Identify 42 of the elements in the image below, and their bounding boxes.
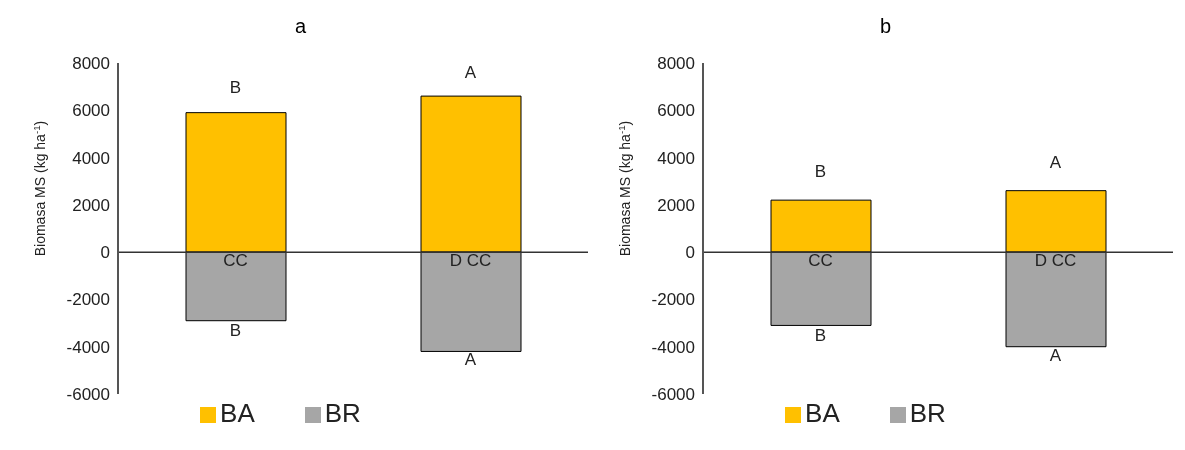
x-tick-label: D CC	[1034, 250, 1077, 270]
annotation: B	[814, 325, 827, 346]
y-tick-label: 2000	[72, 195, 110, 215]
bar	[420, 95, 522, 253]
annotation: B	[814, 161, 827, 182]
y-tick-label: -2000	[651, 290, 695, 310]
y-tick-label: 0	[100, 243, 110, 263]
bar	[420, 251, 522, 352]
bar	[185, 112, 287, 253]
x-tick-label: D CC	[449, 250, 492, 270]
annotation: A	[464, 62, 477, 83]
y-tick-label: 8000	[657, 54, 695, 74]
bar	[185, 251, 287, 322]
y-tick-label: 2000	[657, 195, 695, 215]
bar	[1005, 251, 1107, 348]
y-tick-label: -2000	[66, 290, 110, 310]
x-tick-label: CC	[223, 250, 248, 270]
y-tick-label: 0	[685, 243, 695, 263]
x-tick-label: CC	[808, 250, 833, 270]
legend-label: BA	[805, 398, 840, 428]
legend-label: BR	[324, 398, 361, 428]
legend-label: BR	[909, 398, 946, 428]
y-tick-label: -6000	[651, 385, 695, 405]
y-tick-label: -6000	[66, 385, 110, 405]
legend-label: BA	[220, 398, 255, 428]
annotation: B	[229, 321, 242, 342]
chart-title: b	[878, 14, 893, 39]
chart-title: a	[293, 14, 308, 39]
y-tick-label: 6000	[72, 101, 110, 121]
bar	[1005, 190, 1107, 253]
y-tick-label: 8000	[72, 54, 110, 74]
annotation: A	[1049, 152, 1062, 173]
annotation: A	[1049, 345, 1062, 366]
y-tick-label: -4000	[66, 337, 110, 357]
annotation: B	[229, 78, 242, 99]
y-tick-label: 4000	[72, 148, 110, 168]
y-tick-label: 6000	[657, 101, 695, 121]
annotation: A	[464, 350, 477, 371]
bar	[770, 199, 872, 253]
y-tick-label: 4000	[657, 148, 695, 168]
y-tick-label: -4000	[651, 337, 695, 357]
bar	[770, 251, 872, 326]
